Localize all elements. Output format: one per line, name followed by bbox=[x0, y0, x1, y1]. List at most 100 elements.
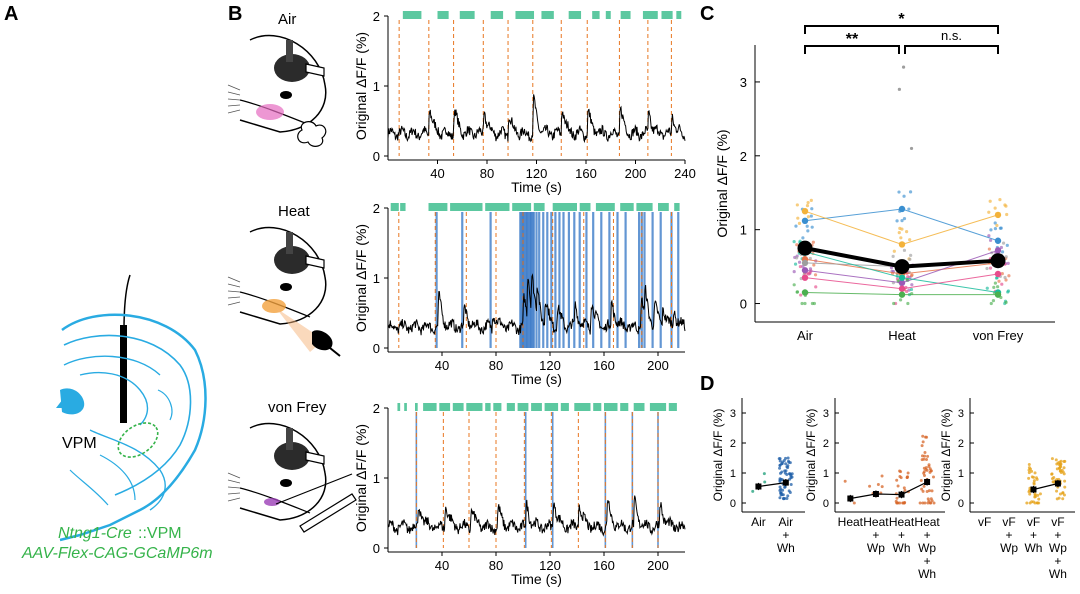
x-tick-label: Wp bbox=[918, 541, 936, 555]
trial-point bbox=[987, 247, 991, 251]
event-bar bbox=[512, 203, 532, 211]
trial-point bbox=[993, 221, 997, 225]
trial-point bbox=[1006, 261, 1010, 265]
y-tick-label: 0 bbox=[740, 297, 747, 312]
x-tick-label: 40 bbox=[435, 558, 449, 573]
event-bar bbox=[415, 403, 418, 411]
mouse-eye bbox=[280, 479, 292, 487]
event-bar bbox=[605, 11, 611, 19]
trial-point bbox=[906, 301, 910, 306]
event-bar bbox=[428, 203, 448, 211]
trial-point bbox=[778, 480, 782, 484]
event-bar bbox=[593, 403, 602, 411]
trial-point bbox=[801, 236, 805, 240]
mean-marker bbox=[755, 483, 762, 490]
trace-chart-b-heat: 0 1 2 40 80 120 160 200 Time (s) Original ΔF/F (%… bbox=[353, 201, 686, 387]
event-bar bbox=[636, 203, 653, 211]
trial-point bbox=[778, 459, 782, 463]
brain-inner-contour bbox=[63, 334, 192, 496]
trial-point bbox=[1057, 466, 1061, 470]
animal-mean-point bbox=[801, 289, 809, 296]
trial-point bbox=[1004, 255, 1008, 259]
mean-marker bbox=[898, 491, 905, 498]
trial-point bbox=[1062, 466, 1066, 470]
animal-mean-point bbox=[801, 259, 809, 267]
trial-point bbox=[789, 476, 793, 480]
trial-point bbox=[999, 226, 1003, 230]
trial-point bbox=[905, 289, 909, 294]
trial-point bbox=[895, 219, 899, 223]
trial-point bbox=[992, 285, 996, 289]
trial-point bbox=[795, 290, 799, 294]
trial-point bbox=[1032, 482, 1036, 486]
mean-line bbox=[1033, 482, 1059, 491]
trial-point bbox=[792, 270, 796, 274]
trial-point bbox=[909, 253, 913, 257]
event-bar bbox=[560, 403, 569, 411]
event-bar bbox=[400, 203, 406, 211]
touch-spot bbox=[264, 498, 280, 506]
event-bar bbox=[390, 203, 399, 211]
y-tick-label: 2 bbox=[373, 401, 380, 416]
x-tick-label: 120 bbox=[539, 358, 561, 373]
event-bar bbox=[517, 403, 529, 411]
event-bar bbox=[658, 203, 669, 211]
trial-point bbox=[905, 476, 909, 480]
event-bar bbox=[668, 403, 677, 411]
trial-point bbox=[925, 435, 929, 439]
trial-point bbox=[891, 254, 895, 258]
event-bar bbox=[579, 203, 591, 211]
trial-point bbox=[810, 225, 814, 229]
x-tick-label: + bbox=[782, 528, 789, 542]
y-tick-label: 3 bbox=[730, 408, 736, 420]
panel-b-letter: B bbox=[228, 3, 242, 25]
event-bar bbox=[437, 11, 449, 19]
trial-point bbox=[797, 260, 802, 264]
trial-point bbox=[786, 494, 790, 498]
trial-point bbox=[784, 462, 788, 466]
trial-point bbox=[898, 469, 902, 473]
x-tick-label: Air bbox=[778, 515, 793, 529]
x-tick-label: + bbox=[924, 528, 931, 542]
y-tick-label: 1 bbox=[823, 468, 829, 480]
trial-point bbox=[898, 475, 902, 479]
trial-point bbox=[812, 263, 816, 267]
animal-mean-point bbox=[898, 279, 906, 287]
trial-point bbox=[1057, 496, 1061, 500]
event-bar bbox=[568, 11, 582, 19]
trial-point bbox=[988, 266, 993, 270]
x-tick-label: vF bbox=[1027, 515, 1040, 529]
x-tick-label: Wp bbox=[1000, 541, 1018, 555]
trial-point bbox=[909, 287, 914, 292]
animal-mean-point bbox=[898, 274, 906, 281]
trial-point bbox=[902, 194, 906, 198]
event-bar bbox=[552, 203, 577, 211]
trial-point bbox=[902, 217, 907, 221]
y-tick-label: 0 bbox=[958, 498, 964, 510]
x-tick-label: 200 bbox=[647, 558, 669, 573]
trial-point bbox=[918, 501, 922, 505]
trial-point bbox=[810, 207, 814, 211]
trial-point bbox=[1027, 476, 1031, 480]
trial-point bbox=[1000, 271, 1004, 276]
trial-point bbox=[1033, 493, 1037, 497]
stim-label-vf: von Frey bbox=[268, 399, 327, 416]
trial-point bbox=[898, 298, 903, 302]
trial-point bbox=[910, 273, 914, 277]
trial-point bbox=[1038, 492, 1042, 496]
animal-mean-point bbox=[801, 208, 809, 215]
mean-marker bbox=[782, 479, 789, 486]
trial-point bbox=[792, 283, 796, 287]
trial-point bbox=[806, 229, 810, 233]
event-bar bbox=[620, 403, 629, 411]
trial-point bbox=[778, 496, 782, 500]
trial-point bbox=[906, 471, 910, 475]
x-tick-label: 80 bbox=[489, 558, 503, 573]
trial-point bbox=[1030, 500, 1034, 504]
trial-point bbox=[805, 204, 810, 208]
event-bar bbox=[595, 203, 615, 211]
trial-point bbox=[1027, 462, 1031, 466]
trial-point bbox=[1062, 493, 1066, 497]
animal-mean-point bbox=[801, 274, 809, 281]
